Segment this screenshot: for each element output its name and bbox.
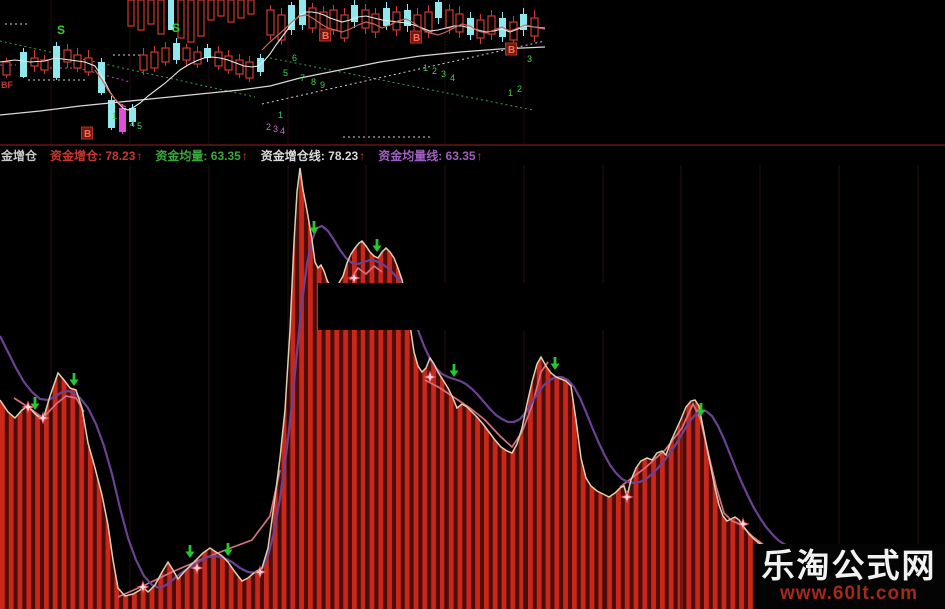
svg-text:3: 3 (273, 124, 278, 134)
indicator-header-bar: 金增仓 资金增仓: 78.23 ↑ 资金均量: 63.35 ↑ 资金增仓线: 7… (0, 146, 945, 165)
svg-text:5: 5 (283, 68, 288, 78)
svg-text:2: 2 (432, 66, 437, 76)
pink-star-marker-icon (253, 565, 267, 579)
green-down-arrow-icon (185, 545, 195, 558)
svg-text:3: 3 (441, 69, 446, 79)
svg-text:B: B (84, 129, 91, 140)
green-down-arrow-icon (696, 403, 706, 416)
svg-text:4: 4 (130, 119, 135, 129)
sell-signal-S-marker: S (57, 23, 65, 37)
indicator-value-zijin-junliang: 资金均量: 63.35 ↑ (155, 148, 248, 164)
up-arrow-icon: ↑ (136, 148, 143, 163)
svg-text:7: 7 (300, 73, 305, 83)
pink-star-marker-icon (36, 411, 50, 425)
svg-text:B: B (413, 33, 420, 44)
svg-text:6: 6 (292, 53, 297, 63)
green-down-arrow-icon (223, 543, 233, 556)
pink-star-marker-icon (21, 400, 35, 414)
up-arrow-icon: ↑ (241, 148, 248, 163)
green-down-arrow-icon (550, 357, 560, 370)
svg-text:1: 1 (112, 111, 117, 121)
sell-signal-S-marker: S (172, 21, 180, 35)
pink-star-marker-icon (620, 490, 634, 504)
panel-title: 金增仓 (1, 149, 38, 163)
svg-text:1: 1 (423, 63, 428, 73)
indicator-value-zijin-junliang-line: 资金均量线: 63.35 ↑ (378, 148, 483, 164)
svg-text:2: 2 (266, 122, 271, 132)
green-down-arrow-icon (449, 364, 459, 377)
svg-text:B: B (508, 45, 515, 56)
censor-overlay (318, 283, 640, 330)
up-arrow-icon: ↑ (359, 148, 366, 163)
watermark-badge: 乐淘公式网 www.60lt.com (753, 544, 945, 609)
svg-text:1: 1 (278, 110, 283, 120)
up-arrow-icon: ↑ (476, 148, 483, 163)
green-down-arrow-icon (30, 397, 40, 410)
watermark-site-url: www.60lt.com (780, 582, 918, 604)
pink-star-marker-icon (736, 517, 750, 531)
svg-text:3: 3 (527, 54, 532, 64)
buy-signal-B-marker: B (81, 126, 93, 140)
buy-signal-B-marker: B (410, 30, 422, 44)
svg-text:9: 9 (320, 80, 325, 90)
indicator-value-zijin-zengcang-line: 资金增仓线: 78.23 ↑ (260, 148, 366, 164)
svg-text:5: 5 (137, 121, 142, 131)
svg-text:2: 2 (517, 84, 522, 94)
green-down-arrow-icon (69, 373, 79, 386)
green-down-arrow-icon (372, 239, 382, 252)
green-down-arrow-icon (309, 221, 319, 234)
svg-text:1: 1 (508, 88, 513, 98)
pink-star-marker-icon (423, 370, 437, 384)
pink-star-marker-icon (190, 561, 204, 575)
svg-text:BF: BF (1, 80, 13, 90)
watermark-site-name: 乐淘公式网 (761, 547, 937, 585)
svg-text:8: 8 (311, 77, 316, 87)
svg-text:4: 4 (450, 73, 455, 83)
pink-star-marker-icon (136, 580, 150, 594)
indicator-value-zijin-zengcang: 资金增仓: 78.23 ↑ (50, 148, 143, 164)
svg-text:B: B (322, 31, 329, 42)
svg-text:4: 4 (280, 126, 285, 136)
buy-signal-B-marker: B (319, 28, 331, 42)
buy-signal-B-marker: B (505, 42, 517, 56)
